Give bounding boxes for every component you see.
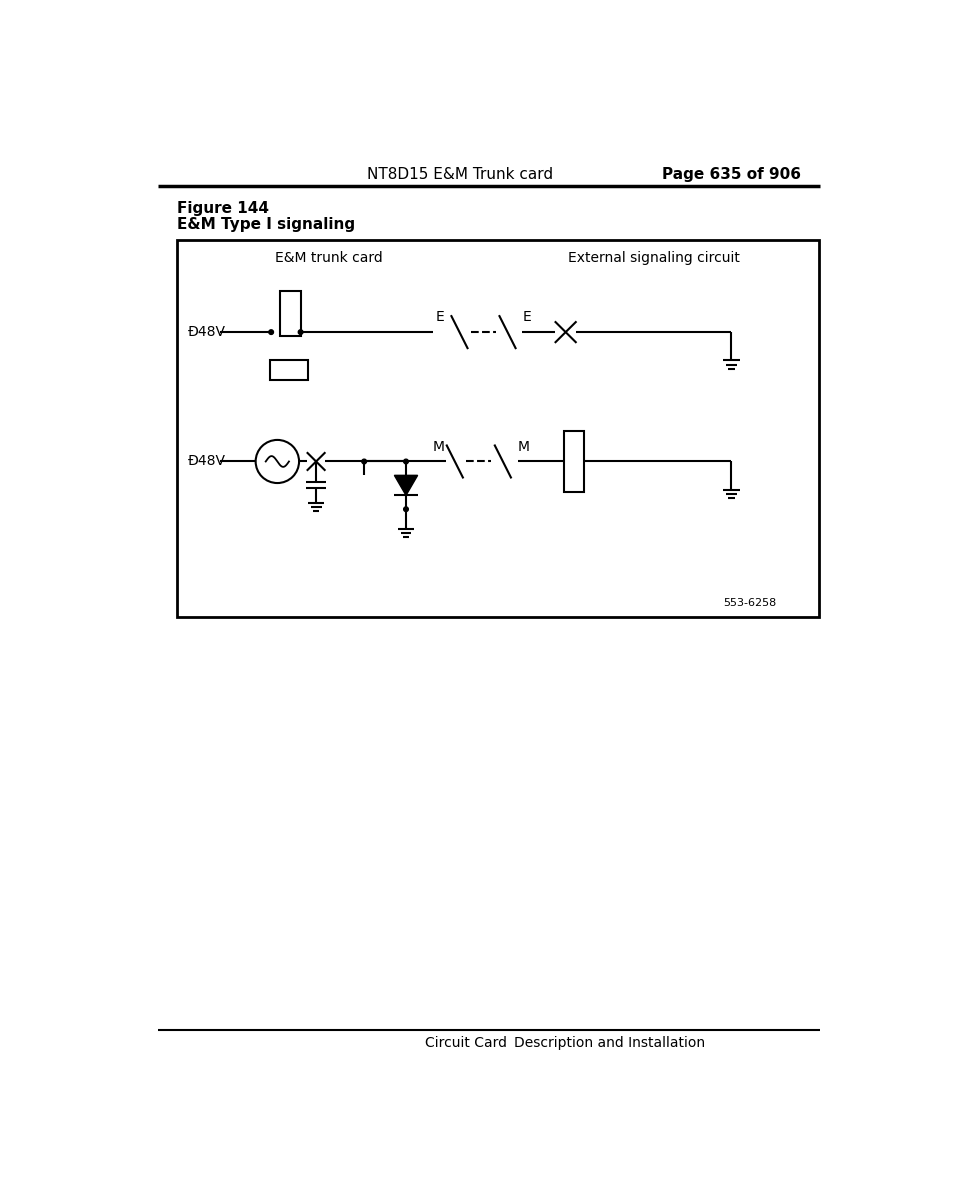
- Text: E&M trunk card: E&M trunk card: [274, 251, 382, 266]
- Polygon shape: [394, 475, 417, 495]
- Text: Ð48V: Ð48V: [187, 325, 225, 339]
- Text: Circuit Card: Circuit Card: [424, 1036, 506, 1049]
- Text: M: M: [517, 440, 529, 454]
- Bar: [563, 430, 583, 493]
- Text: 553-6258: 553-6258: [722, 597, 776, 608]
- Text: Page 635 of 906: Page 635 of 906: [661, 167, 801, 182]
- Bar: [280, 291, 300, 337]
- Circle shape: [269, 329, 274, 334]
- Text: E&M Type I signaling: E&M Type I signaling: [177, 216, 355, 232]
- Circle shape: [298, 329, 303, 334]
- Circle shape: [361, 459, 366, 464]
- Circle shape: [403, 459, 408, 464]
- Circle shape: [403, 507, 408, 512]
- Text: Ð48V: Ð48V: [187, 454, 225, 469]
- Bar: [177, 239, 819, 617]
- Text: E: E: [435, 310, 444, 325]
- Text: Figure 144: Figure 144: [177, 202, 269, 216]
- Text: M: M: [432, 440, 444, 454]
- Text: Description and Installation: Description and Installation: [514, 1036, 705, 1049]
- Text: NT8D15 E&M Trunk card: NT8D15 E&M Trunk card: [367, 167, 553, 182]
- Text: External signaling circuit: External signaling circuit: [567, 251, 740, 266]
- Bar: [270, 359, 308, 380]
- Text: E: E: [521, 310, 531, 325]
